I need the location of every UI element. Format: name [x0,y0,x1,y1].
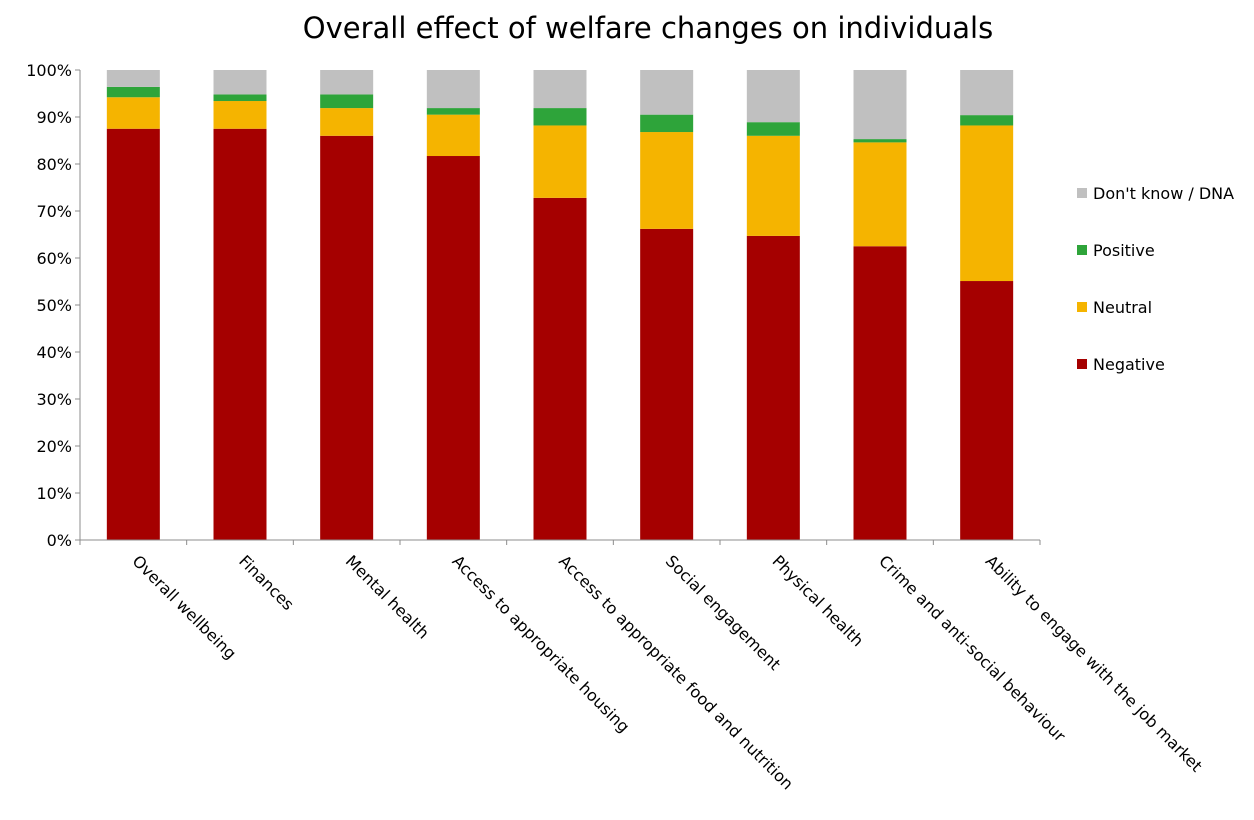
bar-segment [960,70,1014,116]
bar-segment [320,135,374,541]
bar-segment [320,94,374,109]
x-tick-label: Finances [235,551,298,614]
x-tick-label: Access to appropriate food and nutrition [555,551,797,793]
legend-label: Negative [1093,355,1165,374]
legend: Don't know / DNA Positive Neutral Negative [1077,184,1234,374]
x-tick-label: Physical health [769,551,868,650]
bar-segment [746,135,800,236]
legend-label: Neutral [1093,298,1152,317]
bar-segment [426,156,480,540]
y-tick-label: 30% [36,390,72,409]
bars [106,70,1014,541]
bar-segment [213,101,267,129]
y-tick-label: 90% [36,108,72,127]
bar-segment [213,70,267,95]
bar-segment [213,128,267,540]
x-tick-label: Access to appropriate housing [449,551,634,736]
bar-segment [640,70,694,115]
y-tick-label: 80% [36,155,72,174]
bar-segment [106,97,160,129]
bar-segment [853,246,907,540]
x-tick-label: Crime and anti-social behaviour [875,551,1069,745]
bar-segment [640,132,694,229]
y-axis: 0% 10% 20% 30% 40% 50% 60% 70% 80% 90% 100% [26,61,81,550]
x-tick-label: Ability to engage with the job market [982,551,1206,775]
legend-swatch [1077,359,1087,369]
x-tick-label: Mental health [342,551,433,642]
bar-segment [426,108,480,115]
legend-label: Positive [1093,241,1155,260]
y-tick-label: 40% [36,343,72,362]
y-tick-label: 50% [36,296,72,315]
bar-segment [853,142,907,247]
bar-segment [533,108,587,126]
bar-segment [746,122,800,136]
y-tick-label: 20% [36,437,72,456]
bar-segment [960,115,1014,126]
chart-title: Overall effect of welfare changes on ind… [303,11,993,45]
bar-segment [106,128,160,540]
legend-label: Don't know / DNA [1093,184,1234,203]
x-tick-label: Social engagement [662,551,785,674]
legend-swatch [1077,188,1087,198]
legend-swatch [1077,245,1087,255]
y-tick-label: 100% [26,61,72,80]
bar-segment [533,70,587,109]
bar-segment [320,108,374,136]
bar-segment [640,114,694,133]
bar-segment [640,228,694,541]
legend-swatch [1077,302,1087,312]
bar-segment [533,125,587,198]
bar-segment [746,70,800,123]
bar-segment [426,70,480,109]
bar-segment [853,70,907,140]
y-tick-label: 70% [36,202,72,221]
y-tick-label: 0% [47,531,72,550]
bar-segment [960,125,1014,282]
bar-segment [213,94,267,102]
bar-segment [426,114,480,157]
y-tick-label: 60% [36,249,72,268]
bar-segment [320,70,374,95]
bar-segment [533,197,587,540]
bar-segment [960,281,1014,540]
bar-segment [746,235,800,540]
bar-segment [853,139,907,143]
bar-segment [106,70,160,87]
bar-segment [106,86,160,98]
y-tick-label: 10% [36,484,72,503]
x-tick-label: Overall wellbeing [129,551,241,663]
